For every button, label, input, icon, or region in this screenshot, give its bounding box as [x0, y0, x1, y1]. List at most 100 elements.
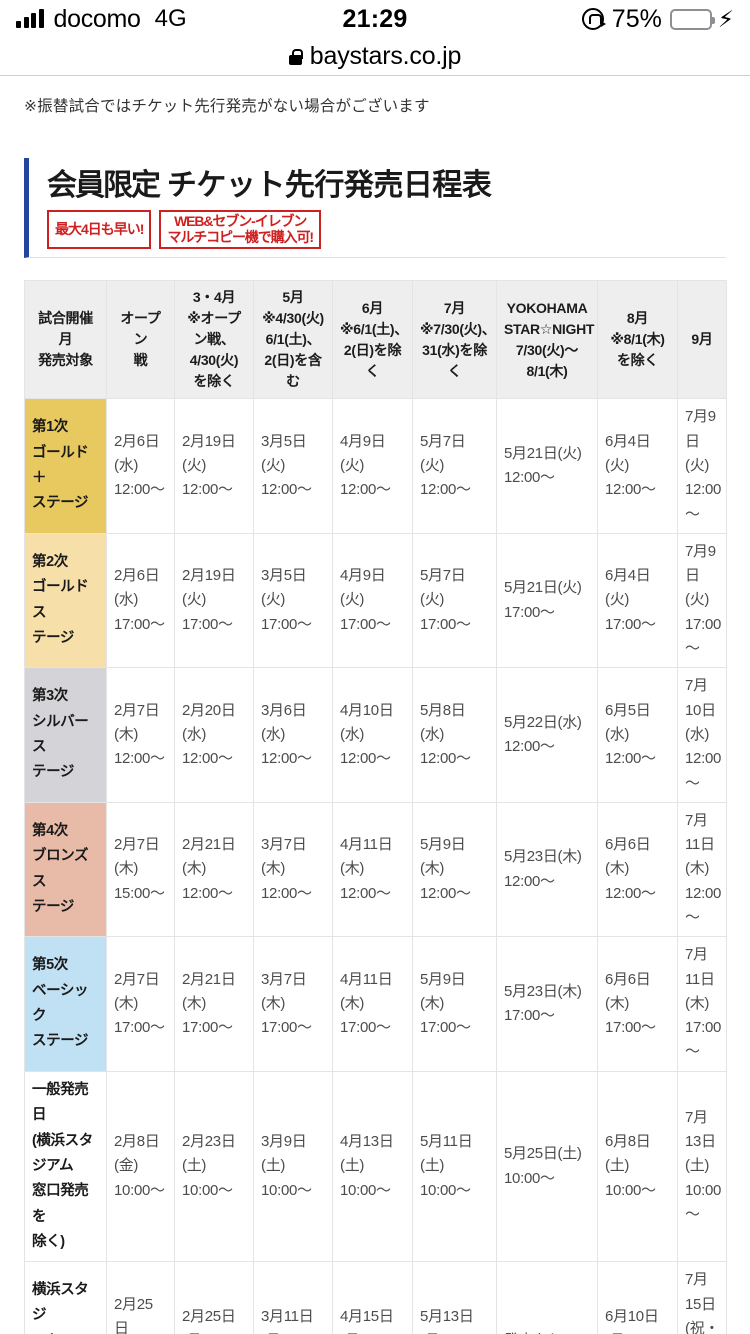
- column-header-line: 7月: [443, 299, 466, 316]
- cell-line: (木): [340, 994, 365, 1012]
- cell-line: (土): [685, 1157, 710, 1175]
- column-header-line: 2(日)を含: [264, 352, 322, 369]
- column-header-line: 2(日)を除: [343, 341, 402, 358]
- row-header-line: ステージ: [32, 1033, 89, 1050]
- sale-date-cell: 2月19日 (火) 12:00～: [174, 398, 254, 534]
- url-label: baystars.co.jp: [309, 42, 462, 70]
- sale-date-cell: 5月21日(火) 12:00～: [496, 398, 598, 534]
- cell-line: 12:00: [685, 884, 722, 902]
- cell-line: 2月6日: [114, 567, 160, 585]
- cell-line: 5月8日(水): [420, 701, 466, 743]
- cell-line: (火): [182, 456, 207, 474]
- cell-line: 10:00～: [114, 1181, 165, 1199]
- row-header-line: ブロンズス: [32, 848, 89, 890]
- row-header-line: ベーシック: [32, 982, 89, 1025]
- cell-line: 12:00～: [261, 481, 312, 499]
- cell-line: (水): [182, 725, 207, 743]
- cell-line: 7月: [685, 811, 708, 829]
- sale-date-cell: 5月7日(火) 17:00～: [412, 532, 497, 669]
- column-header-line: YOKOHAMA: [506, 299, 588, 316]
- cell-line: 10:00～: [182, 1181, 233, 1199]
- sale-date-cell: 7月9 日 (火) 12:00 ～: [677, 398, 727, 534]
- table-row: 第5次 ベーシック ステージ 2月7日 (木) 17:00～ 2月21日 (木) 17:00～ 3…: [24, 936, 727, 1072]
- column-header-line: 6月: [361, 299, 384, 316]
- sale-date-cell: 5月22日(水) 12:00～: [496, 667, 598, 803]
- cell-line: 4月11日: [340, 836, 393, 854]
- title-badge-1: 最大4日も早い!: [47, 210, 152, 250]
- column-header-line: オープン: [120, 310, 161, 348]
- sale-date-cell: 2月19日 (火) 17:00～: [174, 532, 254, 669]
- column-header-line: ※7/30(火)、: [420, 320, 496, 337]
- sale-date-cell: 3月7日(木) 12:00～: [253, 801, 333, 938]
- sale-date-cell: 2月7日 (木) 15:00～: [106, 801, 175, 938]
- cell-line: 17:00～: [605, 1019, 656, 1037]
- cell-line: 3月9日(土): [261, 1133, 307, 1175]
- sale-date-cell: 6月6日(木) 17:00～: [597, 936, 678, 1072]
- row-header-stage: 第3次 シルバース テージ: [24, 667, 107, 803]
- cell-line: 5月9日(木): [420, 970, 466, 1012]
- row-header-line: 除く): [32, 1234, 65, 1251]
- cell-line: 12:00～: [605, 884, 656, 902]
- column-header-3: 5月 ※4/30(火) 6/1(土)、 2(日)を含む: [253, 280, 333, 400]
- ticket-schedule-table: 試合開催月 発売対象 オープン戦 3・4月 ※オープ ン戦、 4/30(火) を除く 5月 ※4/…: [24, 280, 727, 1334]
- cell-line: 5月21日(火): [504, 444, 582, 462]
- sale-date-cell: 4月11日 (木) 17:00～: [332, 936, 413, 1072]
- column-header-line: ※オープ: [187, 310, 241, 327]
- cell-line: 3月5日(火): [261, 567, 307, 609]
- cell-line: (木): [182, 860, 207, 878]
- cell-line: 3月5日(火): [261, 432, 307, 474]
- rotation-lock-icon: [581, 8, 606, 30]
- row-header-line: ゴールドス: [32, 579, 89, 621]
- column-header-line: む: [286, 373, 300, 390]
- column-header-line: 3・4月: [192, 289, 236, 306]
- cell-line: 7月9: [685, 408, 716, 426]
- cell-line: 10:00～: [605, 1181, 656, 1199]
- cell-line: 12:00～: [340, 884, 391, 902]
- cell-line: 11日: [685, 970, 715, 988]
- cell-line: 11日: [685, 836, 715, 854]
- column-header-line: 8月: [626, 310, 649, 327]
- row-header-stage: 横浜スタジアム窓口発売日: [24, 1261, 107, 1334]
- ios-status-bar: docomo 4G 21:29 75% ⚡: [0, 0, 750, 38]
- badge-line: WEB&セブン-イレブン: [174, 213, 307, 229]
- row-header-line: 第5次: [32, 957, 68, 974]
- cell-line: (月): [340, 1329, 405, 1334]
- cell-line: 17:00～: [420, 615, 471, 633]
- column-header-line: を除く: [616, 352, 659, 369]
- sale-date-cell: 6月5日(水) 12:00～: [597, 667, 678, 803]
- cell-line: 2月7日: [114, 836, 160, 854]
- sale-date-cell: 5月11日(土) 10:00～: [412, 1070, 497, 1263]
- column-header-line: 6/1(土)、: [265, 331, 321, 348]
- table-row: 横浜スタジアム窓口発売日2月25日(月)11:00～2月25日(月)11:00～…: [24, 1261, 727, 1334]
- cell-line: 7月: [685, 946, 708, 964]
- sale-date-cell: 4月11日 (木) 12:00～: [332, 801, 413, 938]
- cell-line: 12:00～: [340, 750, 391, 768]
- cell-line: 13日: [685, 1133, 716, 1151]
- cell-line: 6月5日(水): [605, 701, 651, 743]
- column-header-line: 9月: [691, 331, 713, 348]
- cell-line: 12:00～: [605, 750, 656, 768]
- cell-line: 5月21日(火): [504, 579, 582, 597]
- column-header-line: を除く: [193, 373, 235, 390]
- table-row: 第4次 ブロンズス テージ 2月7日 (木) 15:00～ 2月21日 (木) 12:00～ 3月…: [24, 801, 727, 938]
- column-header-5: 7月 ※7/30(火)、 31(水)を除く: [412, 280, 497, 400]
- browser-url-bar[interactable]: baystars.co.jp: [0, 38, 750, 76]
- cell-line: 4月15日: [340, 1307, 394, 1325]
- cell-line: 6月6日(木): [605, 836, 651, 878]
- cell-line: (火): [340, 591, 365, 609]
- cell-line: 6月4日(火): [605, 432, 651, 474]
- sale-date-cell: 7月 13日 (土) 10:00 ～: [677, 1070, 727, 1263]
- row-header-line: ゴールド＋: [32, 444, 89, 487]
- cell-line: ～: [685, 1206, 700, 1224]
- row-header-line: 一般発売日: [32, 1081, 89, 1124]
- cell-line: 5月11日(土): [420, 1133, 473, 1175]
- sale-date-cell: 7月 11日 (木) 17:00 ～: [677, 936, 727, 1072]
- sale-date-cell: 3月9日(土) 10:00～: [253, 1070, 333, 1263]
- table-row: 第2次 ゴールドス テージ 2月6日 (水) 17:00～ 2月19日 (火) 17:00～ 3月…: [24, 532, 727, 669]
- cell-line: 2月20日: [182, 701, 236, 719]
- sale-date-cell: 4月9日 (火) 17:00～: [332, 532, 413, 669]
- table-header: 試合開催月 発売対象 オープン戦 3・4月 ※オープ ン戦、 4/30(火) を除く 5月 ※4/…: [24, 280, 727, 400]
- row-header-line: テージ: [32, 764, 75, 781]
- cell-line: 17:00～: [504, 1007, 555, 1025]
- cell-line: (月): [182, 1329, 246, 1334]
